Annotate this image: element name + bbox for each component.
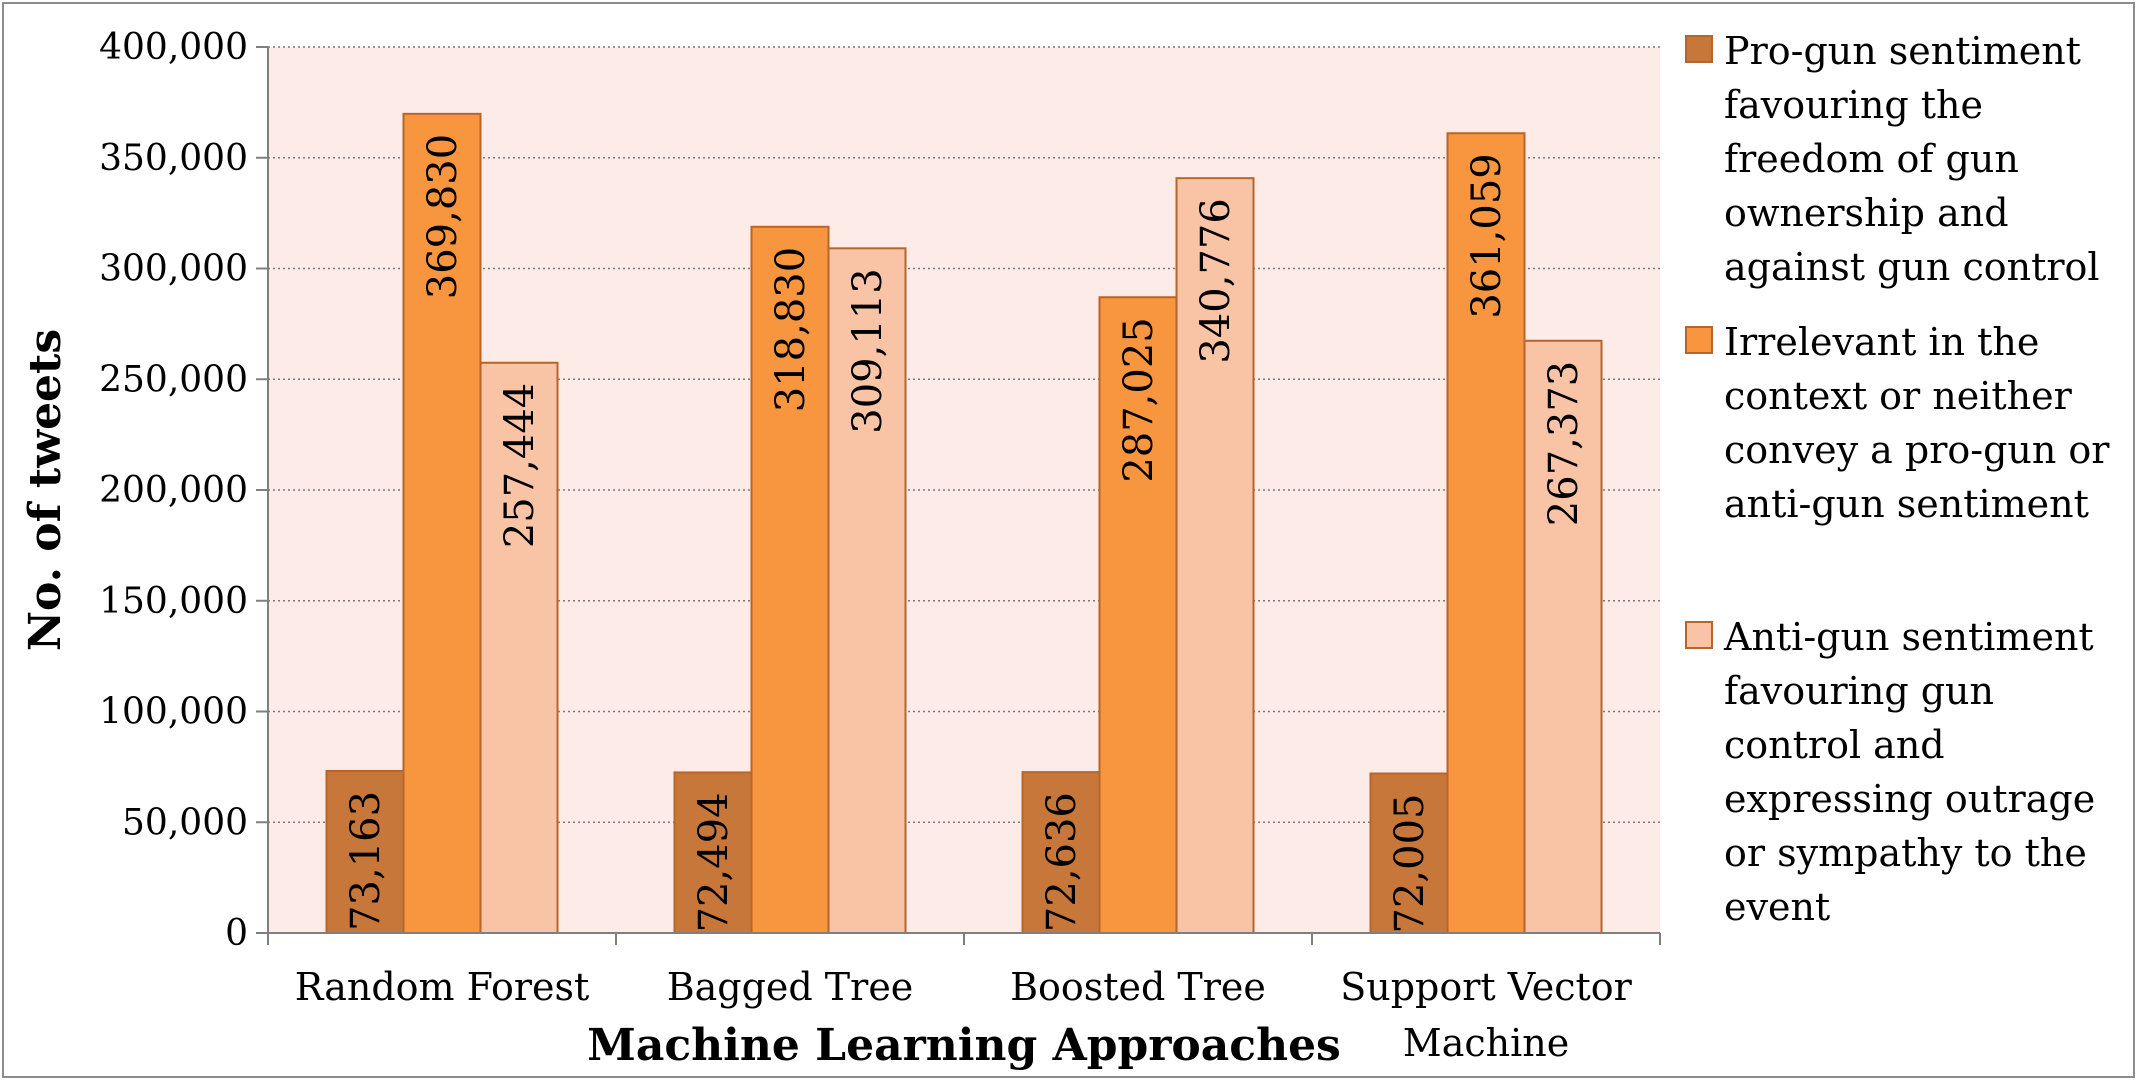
bar — [479, 361, 559, 934]
legend-label: control and — [1724, 723, 1945, 767]
bar-data-label: 72,494 — [691, 792, 737, 932]
bar — [325, 769, 405, 935]
legend-label: or sympathy to the — [1724, 831, 2087, 875]
legend-swatch — [1685, 621, 1713, 649]
legend-label: Pro-gun sentiment — [1724, 29, 2081, 73]
y-axis-title: No. of tweets — [20, 329, 71, 651]
bar-data-label: 318,830 — [768, 247, 814, 412]
legend-label: favouring gun — [1724, 669, 1994, 713]
legend-label: against gun control — [1724, 245, 2100, 289]
bar-data-label: 309,113 — [845, 268, 891, 433]
bar-data-label: 340,776 — [1193, 198, 1239, 363]
axes — [256, 46, 1661, 945]
legend-label: favouring the — [1724, 83, 1983, 127]
legend: Pro-gun sentiment favouring the freedom of… — [1685, 29, 2110, 929]
legend-label: event — [1724, 885, 1830, 929]
bar — [1446, 132, 1526, 934]
bar-data-label: 72,636 — [1039, 792, 1085, 932]
bar — [1175, 177, 1255, 934]
y-tick-label: 350,000 — [99, 138, 248, 179]
x-category-label: Boosted Tree — [1010, 965, 1266, 1009]
bar — [402, 112, 482, 935]
y-tick-label: 200,000 — [99, 470, 248, 511]
legend-label: convey a pro-gun or — [1724, 428, 2110, 472]
x-category-labels: Random Forest Bagged Tree Boosted Tree Supp… — [295, 965, 1633, 1065]
bar — [750, 225, 830, 934]
bar-data-label: 287,025 — [1116, 317, 1162, 482]
x-axis-title: Machine Learning Approaches — [587, 1020, 1341, 1071]
bar-data-label: 257,444 — [497, 383, 543, 548]
bar — [1369, 772, 1449, 934]
y-tick-label: 250,000 — [99, 359, 248, 400]
bars: 73,163 369,830 257,444 72,494 318,830 309,113… — [325, 112, 1603, 935]
x-category-label: Support Vector — [1340, 965, 1632, 1009]
bar-data-label: 369,830 — [420, 134, 466, 299]
bar-data-label: 72,005 — [1387, 794, 1433, 934]
bar-data-label: 361,059 — [1464, 153, 1510, 318]
legend-label: Anti-gun sentiment — [1723, 615, 2094, 659]
y-tick-label: 50,000 — [122, 802, 248, 843]
legend-label: anti-gun sentiment — [1724, 482, 2089, 526]
x-category-label: Machine — [1403, 1021, 1569, 1065]
legend-swatch — [1685, 326, 1713, 354]
x-category-label: Bagged Tree — [667, 965, 914, 1009]
legend-label: ownership and — [1724, 191, 2009, 235]
y-tick-label: 150,000 — [99, 581, 248, 622]
x-category-label: Random Forest — [295, 965, 590, 1009]
bar — [1523, 339, 1603, 934]
legend-swatch — [1685, 35, 1713, 63]
legend-label: freedom of gun — [1724, 137, 2019, 181]
y-tick-label: 0 — [225, 913, 248, 954]
bar-data-label: 267,373 — [1541, 361, 1587, 526]
legend-label: Irrelevant in the — [1724, 320, 2039, 364]
bar-data-label: 73,163 — [343, 791, 389, 931]
bar — [1021, 771, 1101, 934]
legend-label: expressing outrage — [1724, 777, 2095, 821]
y-tick-label: 400,000 — [99, 27, 248, 68]
y-tick-labels: 0 50,000 100,000 150,000 200,000 250,000 300,0… — [99, 27, 248, 954]
legend-label: context or neither — [1724, 374, 2073, 418]
y-tick-label: 300,000 — [99, 249, 248, 290]
y-tick-label: 100,000 — [99, 692, 248, 733]
